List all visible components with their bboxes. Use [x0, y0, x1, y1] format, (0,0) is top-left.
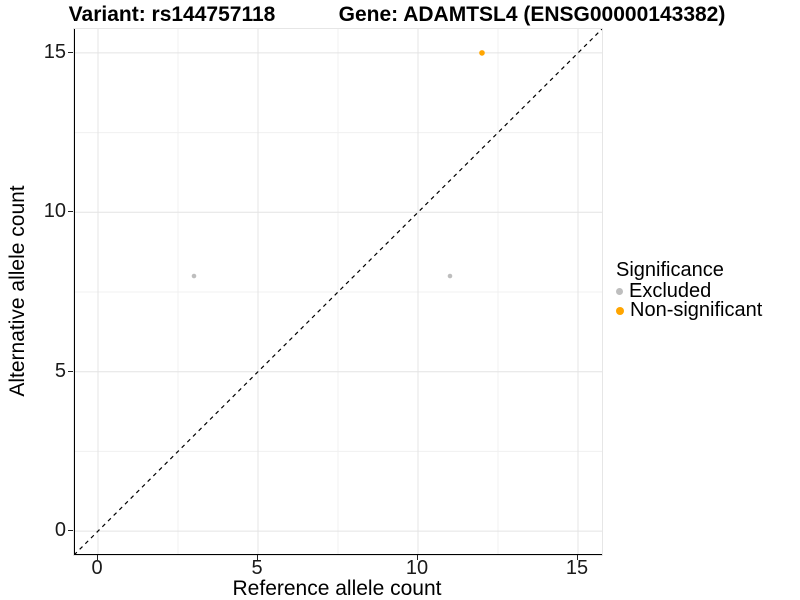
data-point-excluded: [447, 273, 453, 279]
scatter-plot-canvas: [74, 29, 602, 555]
y-tick-mark: [68, 51, 73, 53]
y-tick-label: 15: [43, 40, 66, 63]
legend-item-label: Excluded: [629, 280, 712, 302]
legend: Significance Excluded Non-significant: [616, 259, 762, 320]
y-axis-title: Alternative allele count: [6, 185, 29, 397]
legend-item-label: Non-significant: [630, 299, 763, 321]
legend-items: Excluded Non-significant: [616, 280, 763, 321]
y-tick-label: 10: [43, 200, 66, 223]
legend-item: Excluded: [616, 280, 762, 302]
data-point-excluded: [191, 273, 197, 279]
x-tick-label: 0: [91, 557, 103, 579]
x-axis-title: Reference allele count: [232, 577, 442, 600]
x-tick-label: 15: [565, 557, 589, 579]
y-tick-mark: [68, 370, 73, 372]
y-tick-mark: [68, 530, 73, 532]
x-tick-mark: [257, 555, 258, 560]
plot-panel: [73, 28, 603, 556]
legend-title: Significance: [616, 259, 724, 281]
x-tick-mark: [577, 555, 578, 560]
x-tick-mark: [417, 555, 418, 560]
y-tick-label: 0: [54, 519, 66, 542]
legend-dot-icon: [616, 288, 623, 295]
plot-title-variant: Variant: rs144757118: [68, 3, 276, 26]
legend-item: Non-significant: [616, 299, 763, 321]
plot-title-gene: Gene: ADAMTSL4 (ENSG00000143382): [338, 3, 726, 26]
x-tick-label: 10: [405, 557, 429, 579]
y-tick-mark: [68, 211, 73, 213]
data-point-non-significant: [479, 50, 485, 56]
y-tick-label: 5: [54, 359, 66, 382]
x-tick-mark: [97, 555, 98, 560]
legend-dot-icon: [616, 306, 624, 315]
x-tick-label: 5: [251, 557, 263, 579]
